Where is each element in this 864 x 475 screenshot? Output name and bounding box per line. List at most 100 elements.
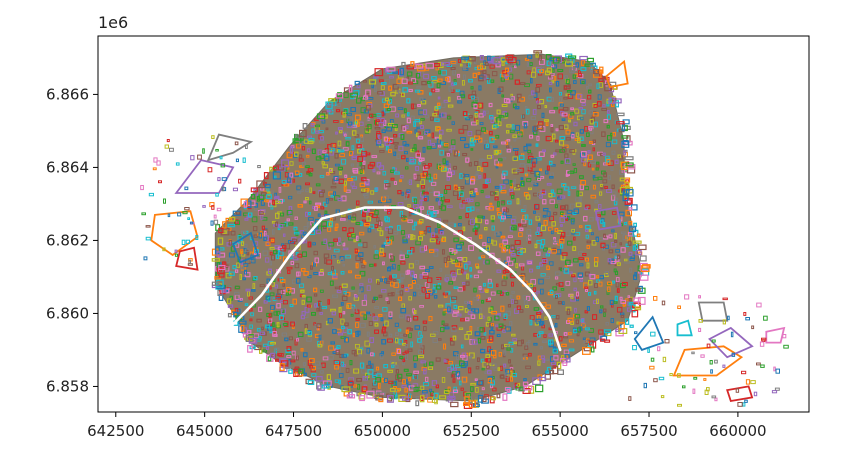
building-outline (404, 254, 410, 258)
building-outline (536, 212, 541, 218)
building-outline (464, 300, 470, 304)
building-outline (468, 62, 471, 68)
building-outline (299, 165, 304, 168)
building-outline (483, 332, 487, 336)
building-outline (394, 145, 398, 150)
building-outline (572, 163, 576, 166)
building-outline (489, 330, 495, 335)
building-outline (595, 167, 599, 171)
building-outline (457, 194, 461, 200)
building-outline (410, 341, 414, 348)
building-outline (441, 69, 447, 76)
building-outline (292, 178, 296, 183)
building-outline (273, 175, 277, 179)
building-outline (491, 311, 498, 315)
building-outline (590, 160, 596, 164)
building-outline (570, 112, 575, 116)
building-outline (544, 119, 549, 122)
building-outline (293, 226, 298, 231)
building-outline (462, 285, 466, 291)
building-outline (340, 258, 344, 263)
building-outline (549, 110, 556, 114)
building-outline (447, 116, 452, 120)
building-outline (485, 219, 489, 225)
building-outline (340, 158, 347, 165)
building-outline (606, 124, 610, 129)
building-outline (393, 279, 397, 282)
building-outline (367, 200, 373, 204)
building-outline (552, 286, 557, 291)
building-outline (302, 161, 306, 167)
building-outline (565, 129, 571, 135)
building-outline (354, 295, 358, 298)
building-outline (248, 296, 253, 300)
building-outline (611, 150, 616, 155)
building-outline (521, 356, 526, 361)
building-outline (452, 190, 459, 196)
building-outline (327, 299, 330, 305)
building-outline (533, 342, 538, 346)
building-outline (552, 68, 555, 73)
building-outline (368, 224, 375, 229)
building-outline (274, 200, 281, 204)
building-outline (442, 158, 446, 165)
building-outline (457, 287, 463, 292)
building-outline (360, 258, 364, 264)
building-outline (455, 354, 459, 360)
building-outline (263, 230, 267, 237)
building-outline (404, 287, 410, 292)
building-outline (496, 208, 500, 212)
building-outline (362, 211, 365, 217)
building-outline (317, 213, 321, 217)
building-outline (452, 165, 457, 170)
building-outline (445, 277, 449, 283)
building-outline (383, 180, 389, 183)
building-outline (446, 171, 453, 178)
building-outline (497, 367, 501, 371)
building-outline (378, 165, 385, 171)
building-outline (501, 200, 505, 204)
building-outline (270, 304, 275, 310)
building-outline (312, 206, 316, 210)
building-outline (337, 127, 343, 131)
building-outline (377, 91, 383, 95)
building-outline (281, 332, 288, 337)
building-outline (584, 126, 589, 132)
building-outline (414, 274, 417, 279)
building-outline (443, 390, 450, 394)
building-outline (334, 153, 339, 159)
building-outline (630, 254, 636, 259)
building-outline (234, 220, 240, 225)
building-outline (465, 213, 469, 219)
building-outline (525, 295, 531, 301)
building-outline (535, 290, 540, 294)
building-outline (407, 180, 412, 184)
building-outline (610, 303, 614, 308)
building-outline (488, 335, 494, 342)
building-outline (578, 107, 583, 110)
building-outline (506, 215, 512, 219)
building-outline (274, 347, 280, 351)
building-outline (319, 305, 322, 312)
building-outline (462, 153, 468, 157)
building-outline (512, 134, 517, 138)
building-outline (354, 274, 361, 279)
building-outline (430, 116, 434, 121)
building-outline (432, 80, 438, 84)
building-outline (592, 103, 597, 108)
building-outline (313, 272, 319, 275)
building-outline (602, 179, 608, 184)
building-outline (323, 238, 328, 245)
building-outline (284, 221, 289, 227)
building-outline (503, 179, 509, 185)
building-outline (396, 289, 402, 295)
building-outline (564, 85, 571, 90)
building-outline (359, 362, 365, 369)
building-outline (268, 201, 272, 207)
building-outline (313, 250, 318, 256)
building-outline (287, 177, 291, 183)
building-outline (235, 219, 239, 225)
building-outline (395, 337, 399, 344)
building-outline (565, 78, 570, 85)
building-outline (573, 329, 578, 334)
